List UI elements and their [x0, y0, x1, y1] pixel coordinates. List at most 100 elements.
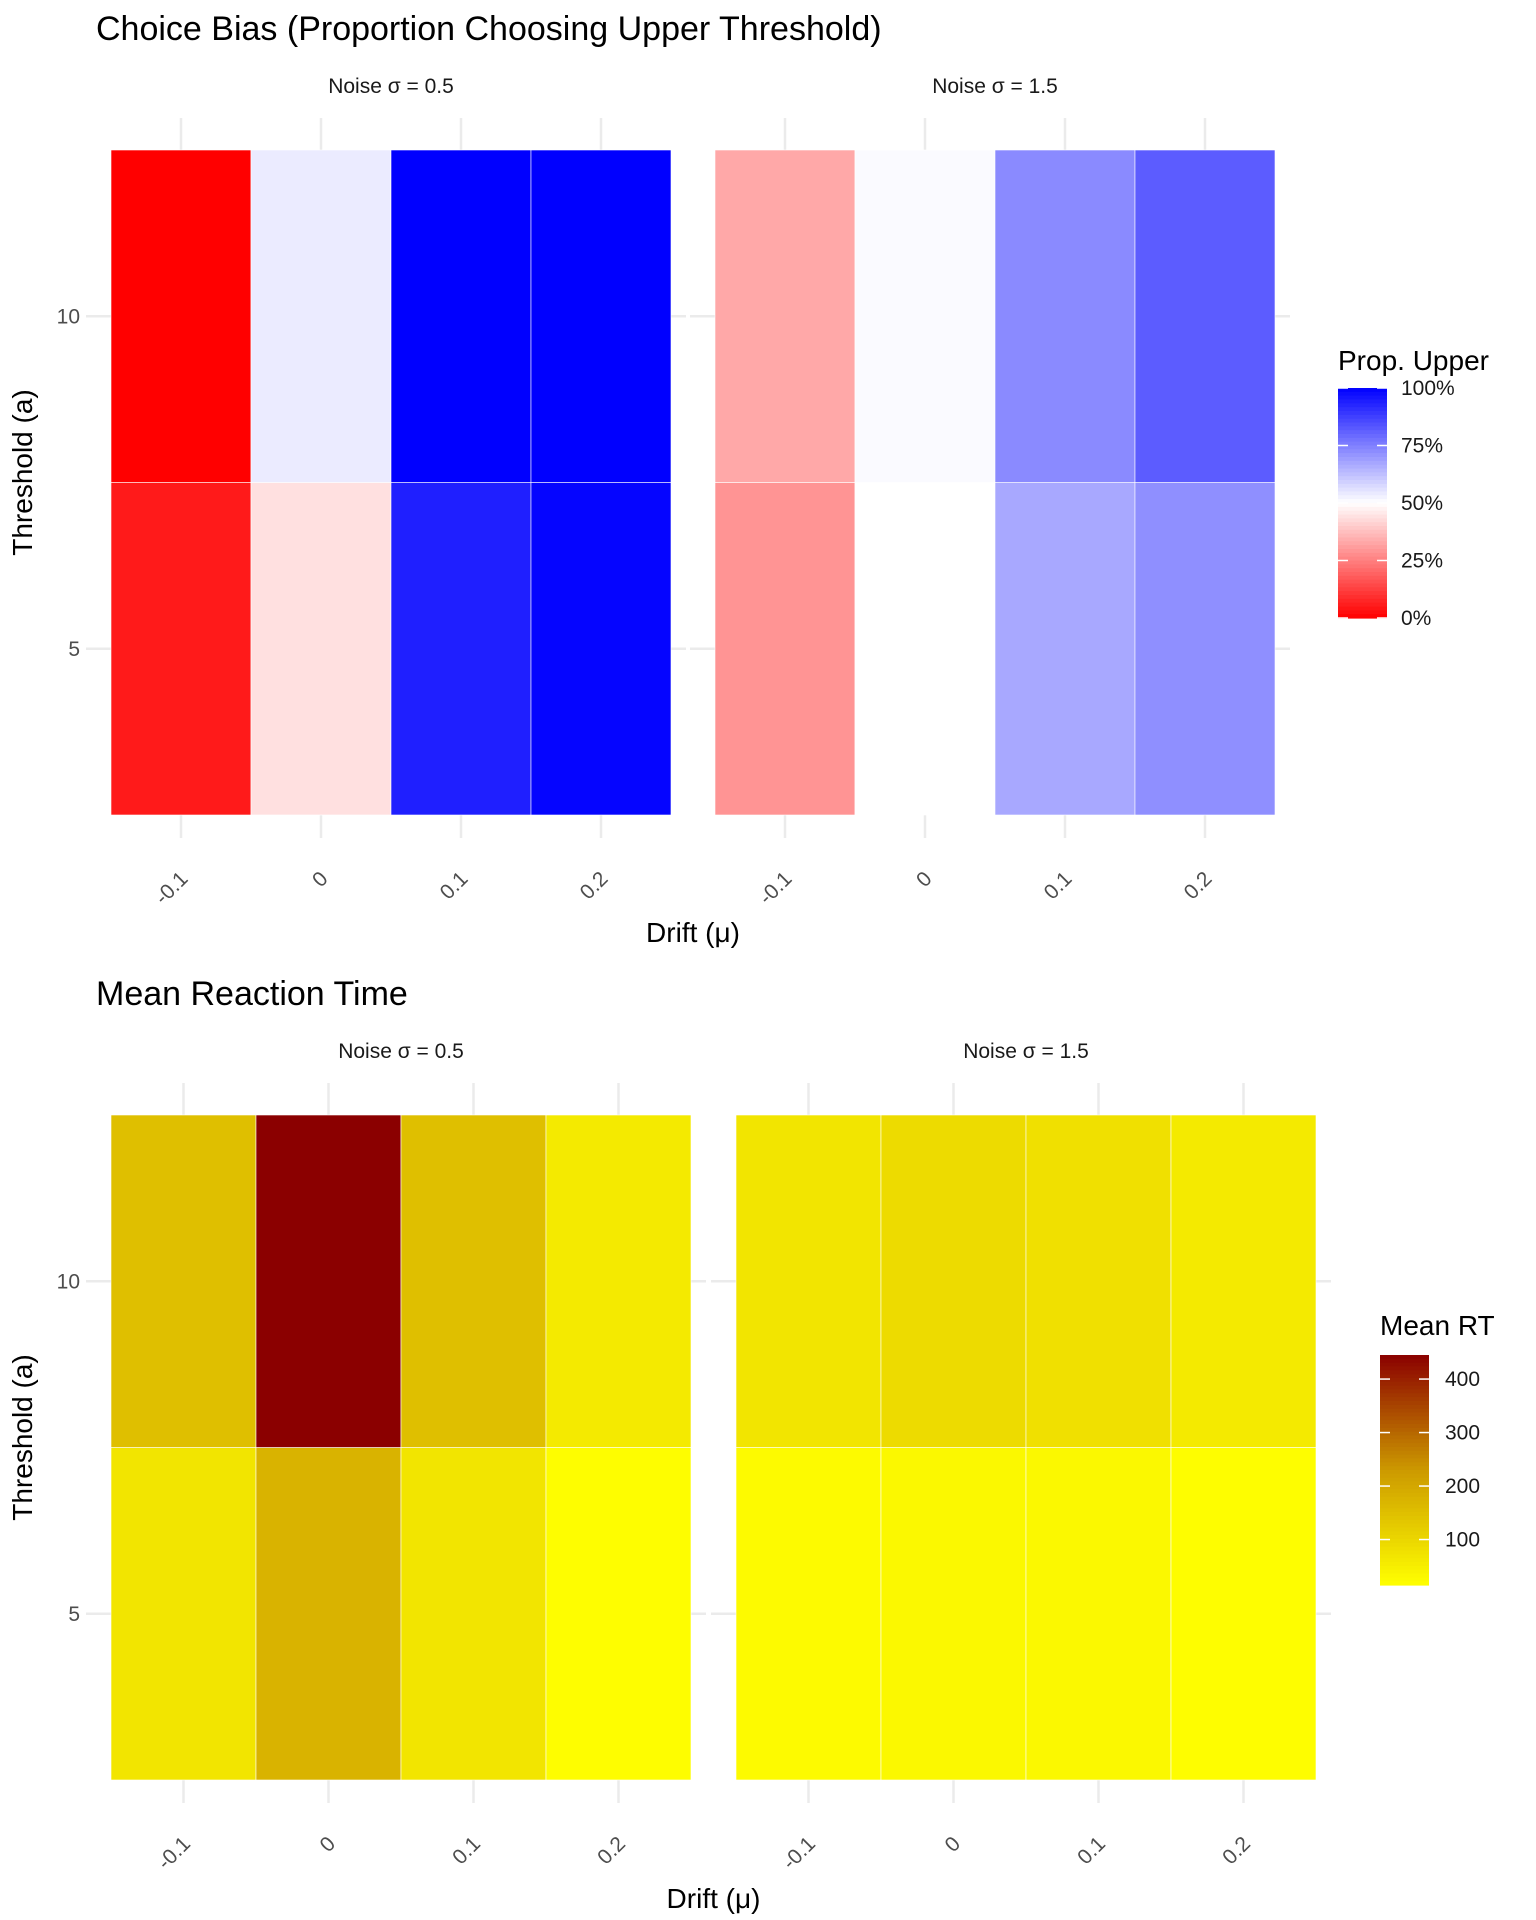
- colorbar-segment: [1338, 541, 1387, 546]
- y-axis-label: Threshold (a): [7, 389, 38, 556]
- colorbar-segment: [1338, 491, 1387, 496]
- colorbar-segment: [1338, 610, 1387, 615]
- facet-label: Noise σ = 0.5: [338, 1040, 464, 1063]
- heatmap-tile: [545, 1114, 692, 1448]
- colorbar-segment: [1380, 1573, 1429, 1578]
- colorbar-segment: [1380, 1458, 1429, 1463]
- colorbar-segment: [1338, 510, 1387, 516]
- colorbar-segment: [1380, 1424, 1429, 1429]
- colorbar-segment: [1338, 591, 1387, 596]
- colorbar-segment: [1380, 1577, 1429, 1582]
- colorbar-segment: [1338, 556, 1387, 562]
- colorbar-segment: [1380, 1389, 1429, 1394]
- y-tick-label: 5: [68, 638, 80, 661]
- colorbar-segment: [1338, 407, 1387, 412]
- colorbar-segment: [1380, 1519, 1429, 1525]
- colorbar-segment: [1338, 518, 1387, 523]
- legend-tick-label: 200: [1445, 1475, 1480, 1498]
- facet-label: Noise σ = 1.5: [932, 75, 1058, 98]
- chart-1: Choice Bias (Proportion Choosing Upper T…: [7, 10, 1489, 948]
- heatmap-tile: [530, 482, 672, 816]
- colorbar-segment: [1338, 460, 1387, 466]
- colorbar-segment: [1338, 411, 1387, 416]
- colorbar-segment: [1338, 506, 1387, 512]
- heatmap-tile: [1170, 1114, 1317, 1448]
- heatmap-tile: [390, 149, 532, 483]
- legend-tick-label: 400: [1445, 1368, 1480, 1391]
- colorbar-segment: [1380, 1470, 1429, 1475]
- heatmap-tile: [390, 482, 532, 816]
- y-tick-label: 10: [57, 305, 80, 328]
- colorbar-segment: [1338, 545, 1387, 550]
- heatmap-tile: [255, 1114, 402, 1448]
- chart-title: Choice Bias (Proportion Choosing Upper T…: [96, 10, 882, 48]
- colorbar-segment: [1380, 1358, 1429, 1364]
- heatmap-tile: [110, 482, 252, 816]
- colorbar-segment: [1338, 399, 1387, 404]
- x-axis-label: Drift (μ): [667, 1883, 761, 1914]
- colorbar-segment: [1338, 503, 1387, 508]
- colorbar-segment: [1380, 1355, 1429, 1360]
- colorbar-segment: [1380, 1412, 1429, 1417]
- colorbar-segment: [1380, 1504, 1429, 1509]
- legend-tick-label: 100%: [1401, 377, 1455, 400]
- colorbar-segment: [1338, 495, 1387, 500]
- colorbar-segment: [1338, 483, 1387, 489]
- colorbar-segment: [1380, 1562, 1429, 1567]
- legend: Prop. Upper 0% 25% 50% 75% 100%: [1338, 345, 1489, 630]
- facet-panel: Noise σ = 0.5-0.1 0 0.1 0.2: [86, 1040, 706, 1874]
- colorbar-segment: [1338, 564, 1387, 569]
- heatmap-tile: [880, 1114, 1027, 1448]
- colorbar-segment: [1338, 560, 1387, 565]
- heatmap-tile: [714, 482, 856, 816]
- heatmap-tile: [400, 1114, 547, 1448]
- chart-2: Mean Reaction Time Noise σ = 0.5-0.1 0 0.1 0…: [7, 975, 1495, 1914]
- colorbar-segment: [1338, 614, 1387, 619]
- colorbar-segment: [1338, 568, 1387, 573]
- colorbar-segment: [1380, 1420, 1429, 1425]
- legend-tick-label: 75%: [1401, 435, 1443, 458]
- colorbar-segment: [1380, 1512, 1429, 1517]
- colorbar-segment: [1338, 583, 1387, 588]
- colorbar-segment: [1338, 445, 1387, 450]
- heatmap-tile: [1025, 1447, 1172, 1781]
- heatmap-tile: [255, 1447, 402, 1781]
- colorbar-segment: [1338, 529, 1387, 535]
- colorbar-segment: [1338, 480, 1387, 485]
- colorbar-segment: [1380, 1401, 1429, 1406]
- facet-panel: Noise σ = 1.5-0.1 0 0.1 0.2: [690, 75, 1290, 909]
- colorbar-segment: [1338, 414, 1387, 420]
- heatmap-tile: [880, 1447, 1027, 1781]
- heatmap-tile: [400, 1447, 547, 1781]
- heatmap-tile: [110, 149, 252, 483]
- heatmap-tile: [854, 482, 996, 816]
- colorbar-segment: [1380, 1542, 1429, 1548]
- legend-tick-label: 300: [1445, 1422, 1480, 1445]
- colorbar-segment: [1338, 395, 1387, 401]
- colorbar-segment: [1338, 403, 1387, 408]
- colorbar-segment: [1338, 572, 1387, 577]
- colorbar-segment: [1338, 441, 1387, 447]
- colorbar-segment: [1380, 1404, 1429, 1410]
- colorbar-segment: [1338, 598, 1387, 604]
- colorbar-segment: [1338, 522, 1387, 527]
- legend-title: Prop. Upper: [1338, 345, 1489, 376]
- colorbar-segment: [1338, 587, 1387, 592]
- colorbar-segment: [1380, 1550, 1429, 1555]
- y-axis-label: Threshold (a): [7, 1354, 38, 1521]
- colorbar-segment: [1338, 437, 1387, 443]
- heatmap-tile: [250, 482, 392, 816]
- colorbar-segment: [1380, 1546, 1429, 1552]
- colorbar-segment: [1380, 1531, 1429, 1536]
- heatmap-tile: [1134, 149, 1276, 483]
- colorbar-segment: [1380, 1362, 1429, 1368]
- colorbar-segment: [1380, 1581, 1429, 1586]
- facet-label: Noise σ = 0.5: [328, 75, 454, 98]
- colorbar-segment: [1380, 1393, 1429, 1398]
- colorbar-segment: [1338, 468, 1387, 473]
- facet-panel: Noise σ = 0.5-0.1 0 0.1 0.2: [86, 75, 686, 909]
- colorbar-segment: [1380, 1554, 1429, 1559]
- colorbar-segment: [1380, 1485, 1429, 1490]
- colorbar-segment: [1380, 1481, 1429, 1486]
